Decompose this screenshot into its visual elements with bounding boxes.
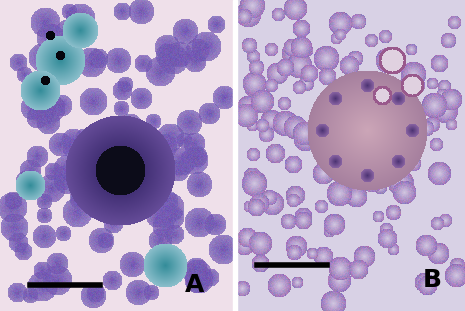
Text: A: A (185, 273, 205, 297)
Text: B: B (423, 268, 442, 292)
